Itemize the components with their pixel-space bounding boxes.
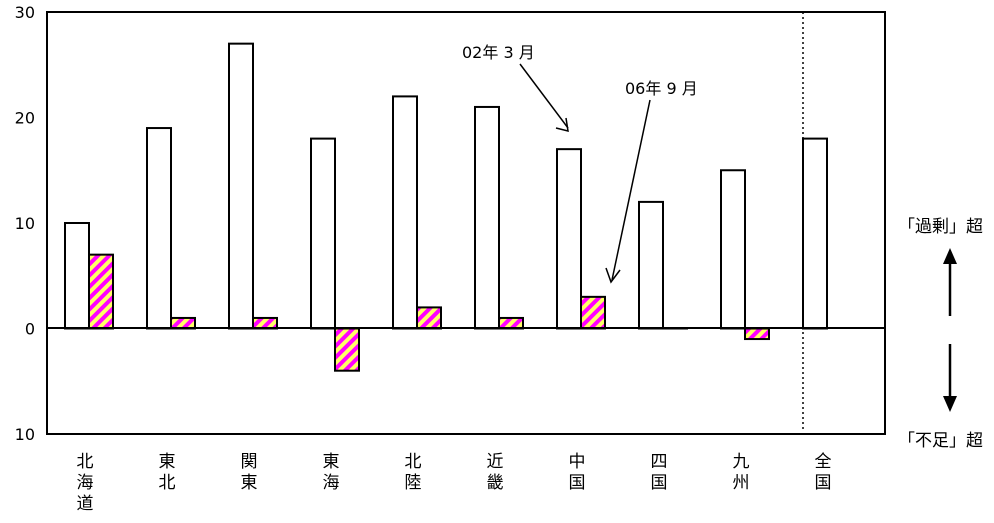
bar-2006-09 bbox=[498, 316, 524, 330]
bar-2006-09 bbox=[88, 253, 114, 330]
bar-2006-09 bbox=[252, 316, 278, 330]
x-category-label: 関東 bbox=[241, 452, 258, 493]
x-category-label: 近畿 bbox=[487, 452, 504, 493]
bar-2006-09 bbox=[416, 306, 442, 330]
y-axis-ticks: 30 20 10 0 10 bbox=[15, 3, 35, 444]
x-category-label: 中国 bbox=[569, 452, 586, 493]
annotation-02: 02年 3 月 bbox=[462, 43, 535, 62]
bar-2002-03 bbox=[64, 222, 90, 330]
bar-2002-03 bbox=[228, 42, 254, 330]
x-category-label: 東北 bbox=[159, 452, 176, 493]
y-tick-label: 10 bbox=[15, 425, 35, 444]
bar-2002-03 bbox=[392, 95, 418, 330]
x-category-label: 北海道 bbox=[77, 452, 94, 514]
annotation-06: 06年 9 月 bbox=[625, 79, 698, 98]
down-arrow-icon bbox=[943, 396, 957, 412]
bar-2006-09 bbox=[334, 327, 360, 372]
y-tick-label: 0 bbox=[25, 320, 35, 339]
x-category-label: 東海 bbox=[323, 452, 340, 493]
x-category-label: 全国 bbox=[815, 452, 832, 493]
plot-area bbox=[46, 11, 886, 435]
bar-2002-03 bbox=[146, 127, 172, 330]
annotation-06-arrow bbox=[611, 99, 651, 281]
y-tick-label: 20 bbox=[15, 109, 35, 128]
annotation-06-arrowhead bbox=[605, 267, 621, 284]
y-tick-label: 30 bbox=[15, 3, 35, 22]
x-category-label: 四国 bbox=[651, 452, 668, 493]
up-arrow-icon bbox=[943, 248, 957, 264]
bar-2002-03 bbox=[474, 105, 500, 330]
side-label-surplus: 「過剰」超 bbox=[898, 217, 983, 237]
annotation-02-arrowhead bbox=[555, 117, 569, 133]
bar-2006-09 bbox=[170, 316, 196, 330]
side-label-shortage: 「不足」超 bbox=[898, 431, 983, 451]
bar-2002-03 bbox=[556, 148, 582, 330]
y-tick-label: 10 bbox=[15, 214, 35, 233]
bar-2002-03 bbox=[310, 137, 336, 330]
x-axis-categories: 北海道 東北 関東 東海 北陸 近畿 中国 四国 九州 全国 bbox=[77, 452, 832, 514]
bar-2002-03 bbox=[802, 137, 828, 330]
bar-2006-09 bbox=[744, 327, 770, 341]
x-category-label: 北陸 bbox=[405, 452, 422, 493]
x-category-label: 九州 bbox=[733, 452, 750, 493]
bar-2006-09 bbox=[580, 295, 606, 330]
bar-2002-03 bbox=[720, 169, 746, 330]
bar-2002-03 bbox=[638, 200, 664, 330]
bars-group bbox=[64, 42, 828, 372]
annotation-02-arrow bbox=[519, 63, 569, 129]
